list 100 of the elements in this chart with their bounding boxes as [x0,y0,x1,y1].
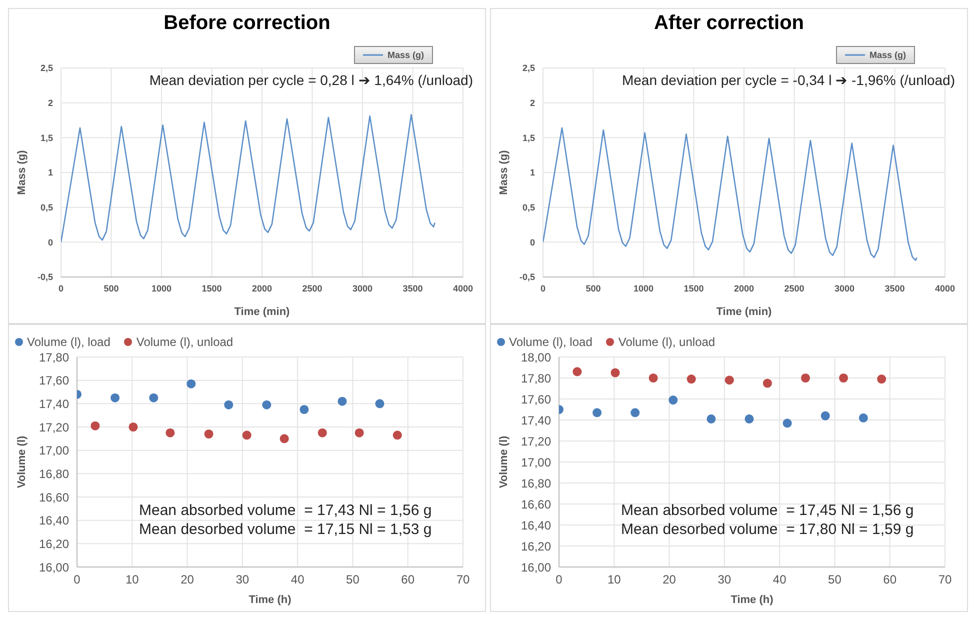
point [110,393,120,402]
point [392,430,402,440]
x-tick-label: 20 [180,572,194,587]
y-tick-label: 16,60 [520,497,552,512]
y-tick-label: 17,20 [38,420,70,434]
x-tick-label: 1000 [151,283,172,294]
x-axis-title: Time (h) [248,594,292,606]
x-tick-label: 2000 [734,283,754,294]
point [375,399,384,408]
y-tick-label: 17,60 [520,392,552,406]
y-axis-title: Volume (l) [498,435,510,488]
y-tick-label: 17,40 [520,413,552,428]
y-tick-label: 2 [48,98,53,108]
y-tick-label: 16,00 [38,560,70,574]
y-tick-label: -0,5 [519,272,535,282]
point [300,404,309,414]
x-tick-label: 3000 [834,283,855,294]
point [224,400,234,410]
y-axis-title: Volume (l) [16,435,28,488]
x-tick-label: 30 [236,572,250,587]
y-tick-label: 17,60 [38,374,70,388]
x-tick-label: 1500 [684,283,704,294]
point [630,408,640,418]
x-tick-label: 1500 [202,283,222,294]
point [877,374,886,384]
y-tick-label: 18,00 [520,350,552,364]
y-axis-title: Mass (g) [16,150,28,195]
point [572,367,582,376]
point [800,373,810,383]
y-tick-label: 16,40 [520,518,552,532]
x-tick-label: 2500 [302,283,322,294]
point [204,429,214,439]
x-tick-label: 30 [718,572,732,587]
point [668,396,678,405]
point [744,414,754,424]
x-tick-label: 10 [607,572,622,587]
annotation-text: Mean deviation per cycle = -0,34 l ➔ -1,96% (/unload) [622,71,955,90]
legend-label: Mass (g) [868,50,906,60]
chart-title: After correction [652,11,806,36]
point [782,418,792,428]
y-axis-title: Mass (g) [498,150,510,195]
x-tick-label: 4000 [452,283,474,294]
annotation-text: Mean deviation per cycle = 0,28 l ➔ 1,64% (/unload) [149,71,473,90]
point [166,428,175,438]
x-tick-label: 3500 [402,283,423,294]
point [820,411,830,420]
annotation-text: Mean absorbed volume = 17,43 Nl = 1,56 g Mean desorbed volume = 17,15 Nl = 1,53 g [139,501,432,539]
y-tick-label: 1,5 [40,132,53,143]
y-tick-label: 16,40 [38,514,70,528]
x-tick-label: 0 [74,572,81,587]
y-tick-label: 17,00 [520,455,552,470]
y-tick-label: 16,80 [520,476,552,490]
x-tick-label: 500 [104,283,119,294]
point [724,376,734,385]
point [610,368,620,378]
y-tick-label: 1 [530,168,535,178]
point [262,400,272,410]
x-tick-label: 40 [772,572,787,587]
y-tick-label: 0,5 [40,202,53,213]
y-tick-label: 16,60 [38,490,70,504]
x-tick-label: 10 [125,572,140,587]
x-tick-label: 3000 [352,283,373,294]
point [280,434,289,444]
point [149,393,158,402]
x-tick-label: 60 [401,572,415,587]
y-tick-label: 0 [530,237,535,248]
x-tick-label: 2500 [784,283,804,294]
y-tick-label: 16,80 [38,466,70,481]
x-tick-label: 50 [828,572,842,587]
point [90,421,100,430]
x-axis-title: Time (min) [234,306,290,318]
line-series [543,127,918,261]
y-tick-label: 2,5 [522,63,535,74]
y-tick-label: 0,5 [522,202,535,213]
x-tick-label: 500 [586,283,601,294]
x-tick-label: 40 [290,572,305,587]
y-tick-label: 0 [48,237,53,248]
y-tick-label: 17,80 [38,350,70,364]
x-axis-title: Time (min) [716,306,772,318]
y-tick-label: 17,80 [520,371,552,386]
legend-label: Volume (l), unload [135,335,234,349]
x-axis-title: Time (h) [730,594,774,606]
point [706,414,716,424]
point [858,413,868,422]
point [354,428,364,438]
point [338,396,347,406]
chart-title: Before correction [162,11,332,36]
point [686,374,696,384]
x-tick-label: 60 [883,572,897,587]
y-tick-label: 1 [48,168,53,178]
point [128,422,138,432]
x-tick-label: 70 [938,572,952,587]
point [318,428,327,438]
x-tick-label: 20 [662,572,676,587]
legend-label: Volume (l), load [508,335,592,349]
x-tick-label: 2000 [252,283,272,294]
point [242,430,252,440]
y-tick-label: 17,40 [38,396,70,411]
y-tick-label: 16,20 [520,539,552,554]
y-tick-label: 16,00 [520,560,552,574]
